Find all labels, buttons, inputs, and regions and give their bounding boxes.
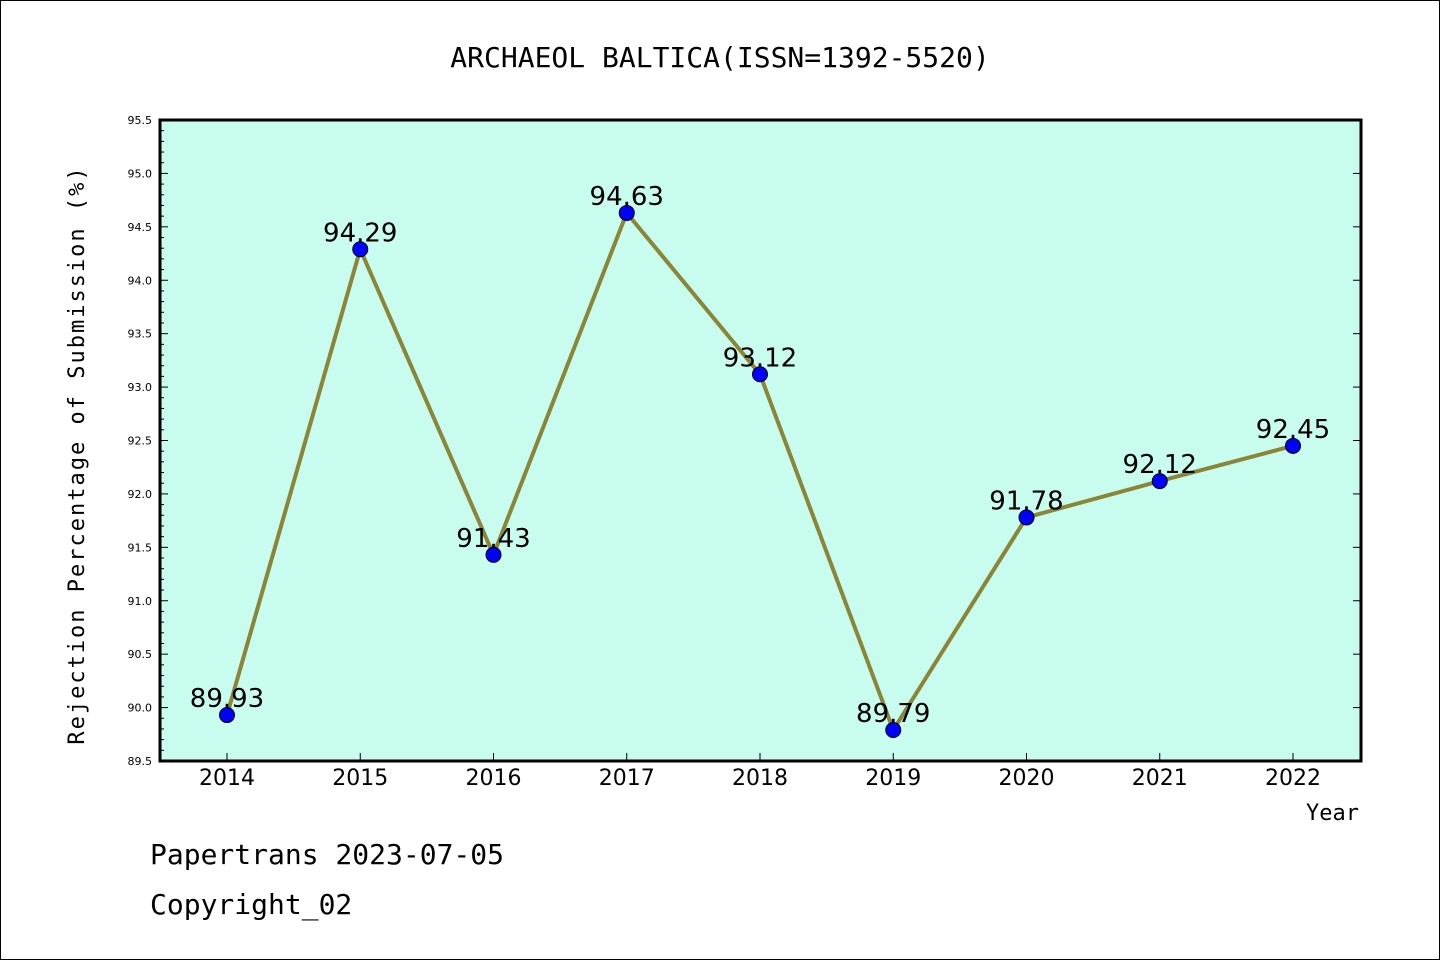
- data-point: [618, 204, 635, 221]
- y-tick-label: 92.5: [128, 435, 153, 448]
- y-tick-label: 93.0: [128, 381, 153, 394]
- x-axis: 2014 2015 2016 2017 2018 2019 2020 2021 2022: [199, 753, 1321, 791]
- data-label: 89.79: [856, 699, 930, 729]
- chart-title: ARCHAEOL BALTICA(ISSN=1392-5520): [450, 41, 989, 74]
- x-tick-label: 2022: [1265, 766, 1321, 791]
- x-tick-label: 2016: [466, 766, 522, 791]
- data-label: 91.78: [989, 486, 1063, 516]
- data-label: 92.12: [1123, 450, 1197, 480]
- data-label-group: 89.93 94.29 91.43 94.63 93.12 89.79 91.78 92.12…: [190, 182, 1330, 729]
- y-tick-label: 93.5: [128, 328, 153, 341]
- y-tick-label: 95.0: [128, 167, 153, 180]
- x-tick-label: 2019: [865, 766, 921, 791]
- y-tick-label: 89.5: [128, 755, 153, 768]
- data-label: 93.12: [723, 343, 797, 373]
- y-axis: 89.5 90.0 90.5 91.0 91.5 92.0 92.5 93.0 93.5 94.0…: [128, 114, 1361, 768]
- x-axis-label: Year: [1306, 801, 1359, 826]
- y-tick-label: 91.5: [128, 541, 153, 554]
- data-point: [1151, 473, 1168, 490]
- y-tick-label: 90.0: [128, 702, 153, 715]
- data-point: [885, 722, 902, 739]
- x-tick-label: 2018: [732, 766, 788, 791]
- y-tick-label: 94.5: [128, 221, 153, 234]
- y-tick-label: 94.0: [128, 274, 153, 287]
- x-tick-label: 2014: [199, 766, 255, 791]
- data-label: 92.45: [1256, 415, 1330, 445]
- data-point: [1285, 437, 1301, 454]
- data-label: 94.63: [590, 182, 664, 212]
- data-label: 91.43: [456, 524, 530, 554]
- y-tick-label: 91.0: [128, 595, 153, 608]
- y-axis-label: Rejection Percentage of Submission (%): [65, 165, 90, 744]
- y-tick-label: 95.5: [128, 114, 153, 127]
- footer-copyright: Copyright_02: [150, 888, 352, 922]
- x-tick-label: 2017: [599, 766, 655, 791]
- plot-area: [158, 118, 1363, 763]
- data-point: [1018, 509, 1035, 526]
- data-point: [752, 366, 768, 383]
- x-tick-label: 2020: [999, 766, 1055, 791]
- data-point: [485, 546, 502, 563]
- data-point: [219, 707, 235, 724]
- data-label: 94.29: [323, 218, 397, 248]
- series-group: [219, 204, 1301, 739]
- data-point: [352, 241, 369, 258]
- footer-date: Papertrans 2023-07-05: [150, 838, 504, 871]
- data-label: 89.93: [190, 684, 264, 714]
- x-tick-label: 2015: [332, 766, 388, 791]
- y-tick-label: 92.0: [128, 488, 153, 501]
- y-tick-label: 90.5: [128, 648, 153, 661]
- x-tick-label: 2021: [1132, 766, 1188, 791]
